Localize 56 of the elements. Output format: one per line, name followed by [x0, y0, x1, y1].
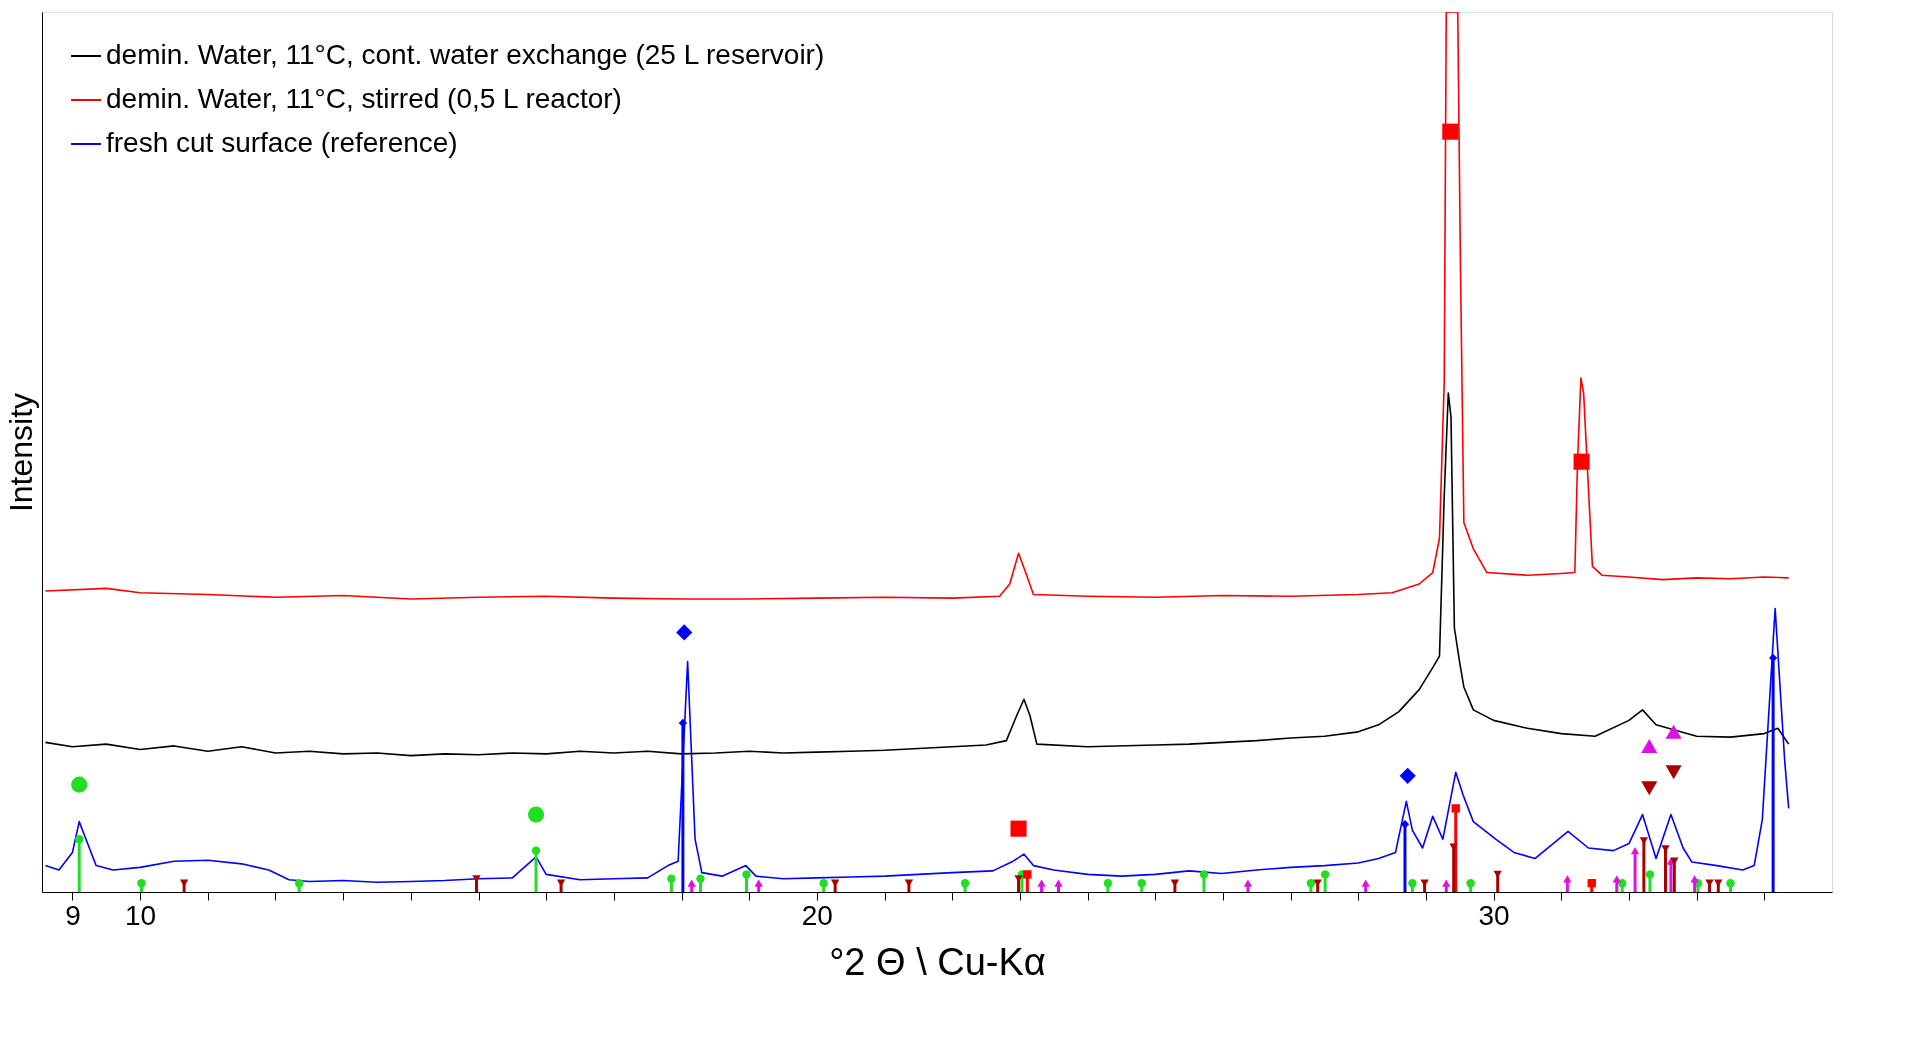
point	[1618, 879, 1627, 888]
point	[696, 874, 705, 883]
point	[1103, 879, 1113, 888]
point	[527, 806, 545, 823]
point	[1587, 879, 1596, 888]
point	[1665, 765, 1682, 780]
point	[1645, 870, 1655, 879]
x-tick-label: 20	[801, 899, 833, 931]
point	[1466, 879, 1475, 888]
point	[294, 879, 304, 888]
point	[1408, 879, 1417, 888]
point	[667, 874, 676, 883]
x-tick-label: 9	[65, 899, 81, 931]
point	[1690, 875, 1699, 883]
point	[1665, 724, 1682, 739]
point	[960, 879, 970, 888]
point	[75, 835, 84, 844]
x-tick-label: 10	[125, 899, 157, 931]
point	[531, 846, 541, 855]
legend-label: demin. Water, 11°C, cont. water exchange (25 L reservoir)	[106, 39, 825, 70]
point	[1320, 870, 1330, 879]
point	[1726, 879, 1735, 888]
point	[1563, 875, 1572, 883]
point	[1400, 820, 1410, 829]
point	[1399, 767, 1416, 784]
x-axis-title: °2 Θ \ Cu-Kα	[829, 940, 1046, 983]
point	[1306, 879, 1316, 888]
point	[1630, 847, 1640, 855]
point	[819, 879, 828, 888]
legend-label: demin. Water, 11°C, stirred (0,5 L reactor)	[106, 83, 622, 114]
point	[1054, 879, 1063, 887]
y-axis-title: Intensity	[2, 392, 39, 513]
point	[137, 879, 146, 888]
point	[1612, 875, 1621, 883]
point	[71, 776, 88, 793]
point	[1361, 879, 1370, 887]
point	[1037, 879, 1046, 887]
point	[1442, 879, 1451, 887]
point	[1243, 879, 1253, 887]
point	[1451, 804, 1460, 813]
point	[676, 624, 693, 641]
point	[687, 879, 696, 887]
point	[1442, 123, 1459, 140]
legend-label: fresh cut surface (reference)	[106, 127, 458, 158]
x-tick-label: 30	[1478, 899, 1510, 931]
point	[1641, 738, 1658, 753]
point	[742, 870, 751, 879]
point	[754, 879, 763, 887]
point	[1137, 879, 1146, 888]
point	[1573, 453, 1590, 470]
point	[1641, 781, 1658, 796]
point	[1313, 879, 1322, 887]
point	[1010, 820, 1027, 837]
point	[1023, 870, 1032, 879]
point	[1199, 870, 1209, 879]
point	[678, 718, 688, 728]
